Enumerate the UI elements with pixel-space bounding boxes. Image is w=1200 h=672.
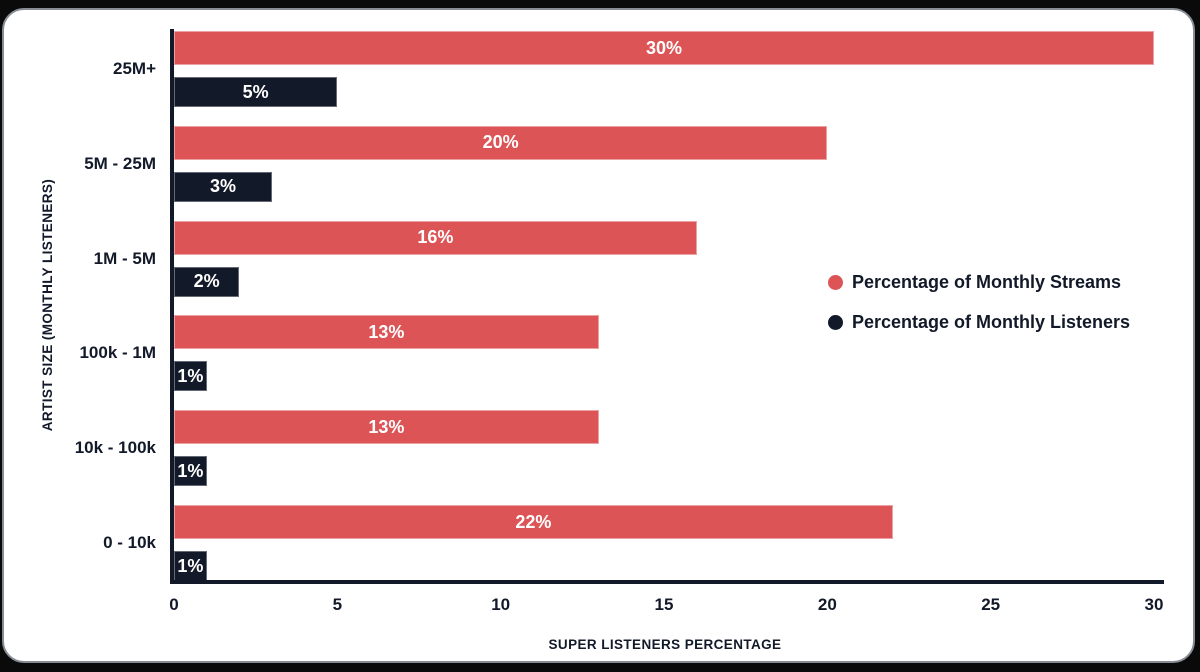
legend-item-streams: Percentage of Monthly Streams <box>828 268 1130 296</box>
legend-item-listeners: Percentage of Monthly Listeners <box>828 308 1130 336</box>
x-axis-title: SUPER LISTENERS PERCENTAGE <box>548 637 782 652</box>
bar-streams-row-1: 20% <box>174 125 828 160</box>
y-axis-title: ARTIST SIZE (MONTHLY LISTENERS) <box>40 178 55 432</box>
x-tick-label-1: 5 <box>332 595 343 614</box>
y-axis-line <box>170 29 174 584</box>
x-tick-label-2: 10 <box>491 595 511 614</box>
x-tick-label-0: 0 <box>169 595 179 614</box>
bar-streams-row-2: 16% <box>174 220 697 255</box>
bar-listeners-row-5: 1% <box>174 551 207 581</box>
bar-streams-row-5: 22% <box>174 505 893 539</box>
bar-listeners-row-2: 2% <box>174 266 240 297</box>
category-label-3: 100k - 1M <box>79 343 156 363</box>
x-tick-label-3: 15 <box>654 595 674 614</box>
chart-legend: Percentage of Monthly Streams Percentage… <box>828 268 1130 348</box>
bar-listeners-row-1: 3% <box>174 171 272 202</box>
bar-streams-row-3: 13% <box>174 315 599 350</box>
bar-listeners-row-0: 5% <box>174 77 338 107</box>
legend-label-streams: Percentage of Monthly Streams <box>852 271 1122 292</box>
category-label-0: 25M+ <box>113 59 156 78</box>
chart-card: ARTIST SIZE (MONTHLY LISTENERS) 30% 5% 20%… <box>2 8 1195 663</box>
bar-streams-row-4: 13% <box>174 410 599 445</box>
category-label-5: 0 - 10k <box>103 533 156 552</box>
category-label-4: 10k - 100k <box>74 438 156 458</box>
legend-label-listeners: Percentage of Monthly Listeners <box>852 311 1131 332</box>
bar-streams-row-0: 30% <box>174 31 1154 65</box>
category-label-2: 1M - 5M <box>93 248 156 268</box>
legend-dot-listeners-icon <box>828 314 843 330</box>
x-tick-label-5: 25 <box>981 595 1001 614</box>
bar-chart-plot-area: ARTIST SIZE (MONTHLY LISTENERS) 30% 5% 20%… <box>4 10 1193 661</box>
bar-listeners-row-3: 1% <box>174 361 207 392</box>
x-tick-label-4: 20 <box>817 595 837 614</box>
x-tick-label-6: 30 <box>1144 595 1164 614</box>
legend-dot-streams-icon <box>828 274 843 290</box>
x-axis-line <box>170 580 1164 584</box>
bar-listeners-row-4: 1% <box>174 456 207 487</box>
category-label-1: 5M - 25M <box>84 153 156 173</box>
